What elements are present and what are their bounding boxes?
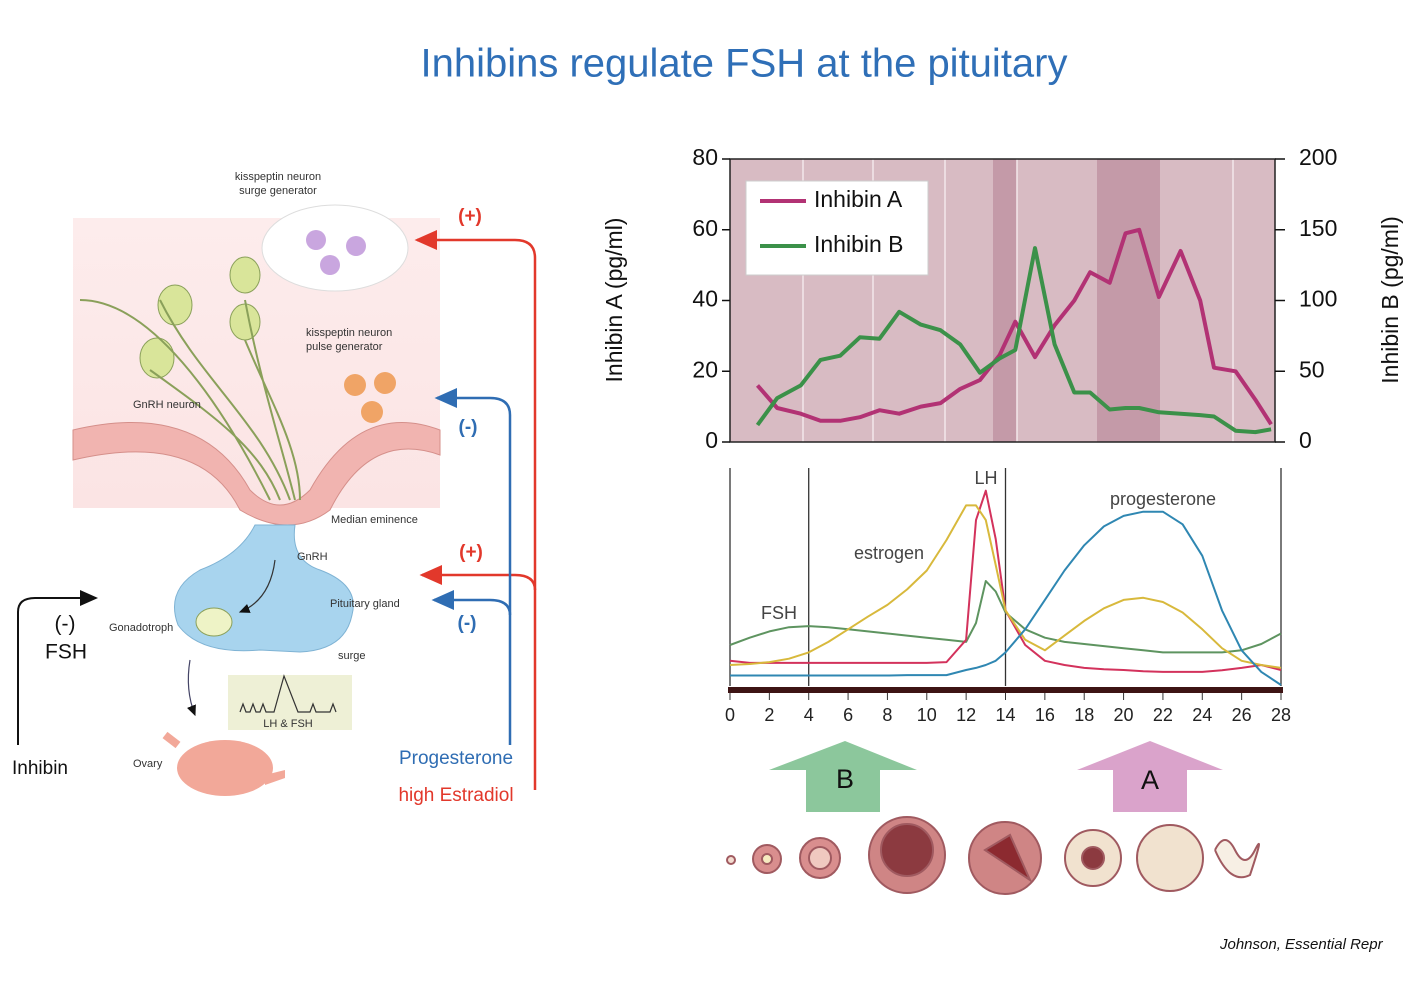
phase-arrow: [1077, 741, 1223, 812]
label: LH & FSH: [263, 718, 313, 730]
x-tick-label: 20: [1114, 705, 1134, 725]
y2-tick-label: 100: [1299, 286, 1337, 312]
x-tick-label: 14: [995, 705, 1015, 725]
line-series: [729, 580, 1282, 654]
label: kisspeptin neuron: [235, 171, 321, 183]
line-series: [729, 489, 1282, 673]
y-tick-label: 60: [692, 215, 718, 241]
x-tick-label: 18: [1074, 705, 1094, 725]
arrow: [17, 590, 98, 745]
hypothalamus-illustration: [72, 204, 441, 796]
label: pulse generator: [306, 341, 383, 353]
phase-label: A: [1141, 765, 1159, 795]
y-tick-label: 80: [692, 144, 718, 170]
inhibin-effect: (-): [55, 613, 76, 636]
x-axis-bar: [728, 687, 1283, 693]
y-tick-label: 20: [692, 356, 718, 382]
y-axis-label: Inhibin A (pg/ml): [601, 218, 627, 383]
inhibin-label: Inhibin: [12, 758, 68, 779]
series-label: estrogen: [854, 543, 924, 563]
x-tick-label: 26: [1232, 705, 1252, 725]
label: kisspeptin neuron: [306, 327, 392, 339]
label: GnRH: [297, 551, 328, 563]
line-series: [729, 504, 1282, 669]
series-label: progesterone: [1110, 489, 1216, 509]
feedback-label: (-): [458, 613, 477, 634]
x-tick-label: 8: [882, 705, 892, 725]
label: Gonadotroph: [109, 622, 173, 634]
progesterone-label: Progesterone: [399, 748, 513, 769]
legend-label: Inhibin B: [814, 231, 904, 257]
y2-tick-label: 50: [1299, 356, 1325, 382]
arrow: [431, 590, 512, 616]
follicles: [726, 816, 1260, 895]
arrow: [434, 388, 512, 745]
line-series: [755, 246, 1272, 435]
y2-tick-label: 200: [1299, 144, 1337, 170]
label: Pituitary gland: [330, 598, 400, 610]
x-tick-label: 16: [1035, 705, 1055, 725]
x-tick-label: 22: [1153, 705, 1173, 725]
y2-axis-label: Inhibin B (pg/ml): [1377, 216, 1403, 383]
x-tick-label: 0: [725, 705, 735, 725]
feedback-label: (+): [458, 206, 482, 227]
arrow: [414, 230, 537, 790]
feedback-label: (-): [459, 417, 478, 438]
x-tick-label: 6: [843, 705, 853, 725]
y-tick-label: 40: [692, 286, 718, 312]
label: GnRH neuron: [133, 399, 201, 411]
x-tick-label: 10: [917, 705, 937, 725]
line-series: [730, 510, 1282, 686]
series-label: LH: [974, 468, 997, 488]
series-label: FSH: [761, 603, 797, 623]
feedback-label: (+): [459, 542, 483, 563]
y-tick-label: 0: [705, 427, 718, 453]
inhibin-effect: FSH: [45, 641, 87, 664]
slide-title: Inhibins regulate FSH at the pituitary: [420, 42, 1067, 86]
estradiol-label: high Estradiol: [398, 785, 513, 806]
y2-tick-label: 0: [1299, 427, 1312, 453]
label: surge generator: [239, 185, 317, 197]
legend-label: Inhibin A: [814, 186, 903, 212]
citation: Johnson, Essential Repr: [1219, 936, 1384, 953]
x-tick-label: 28: [1271, 705, 1291, 725]
label: Median eminence: [331, 514, 418, 526]
phase-arrow: [769, 741, 917, 812]
line-series: [755, 227, 1273, 426]
x-tick-label: 4: [804, 705, 814, 725]
x-tick-label: 12: [956, 705, 976, 725]
x-tick-label: 2: [764, 705, 774, 725]
y2-tick-label: 150: [1299, 215, 1337, 241]
x-tick-label: 24: [1192, 705, 1212, 725]
label: Ovary: [133, 758, 163, 770]
arrow: [419, 565, 537, 591]
phase-label: B: [836, 764, 854, 794]
legend-box: [745, 180, 929, 276]
label: surge: [338, 650, 366, 662]
